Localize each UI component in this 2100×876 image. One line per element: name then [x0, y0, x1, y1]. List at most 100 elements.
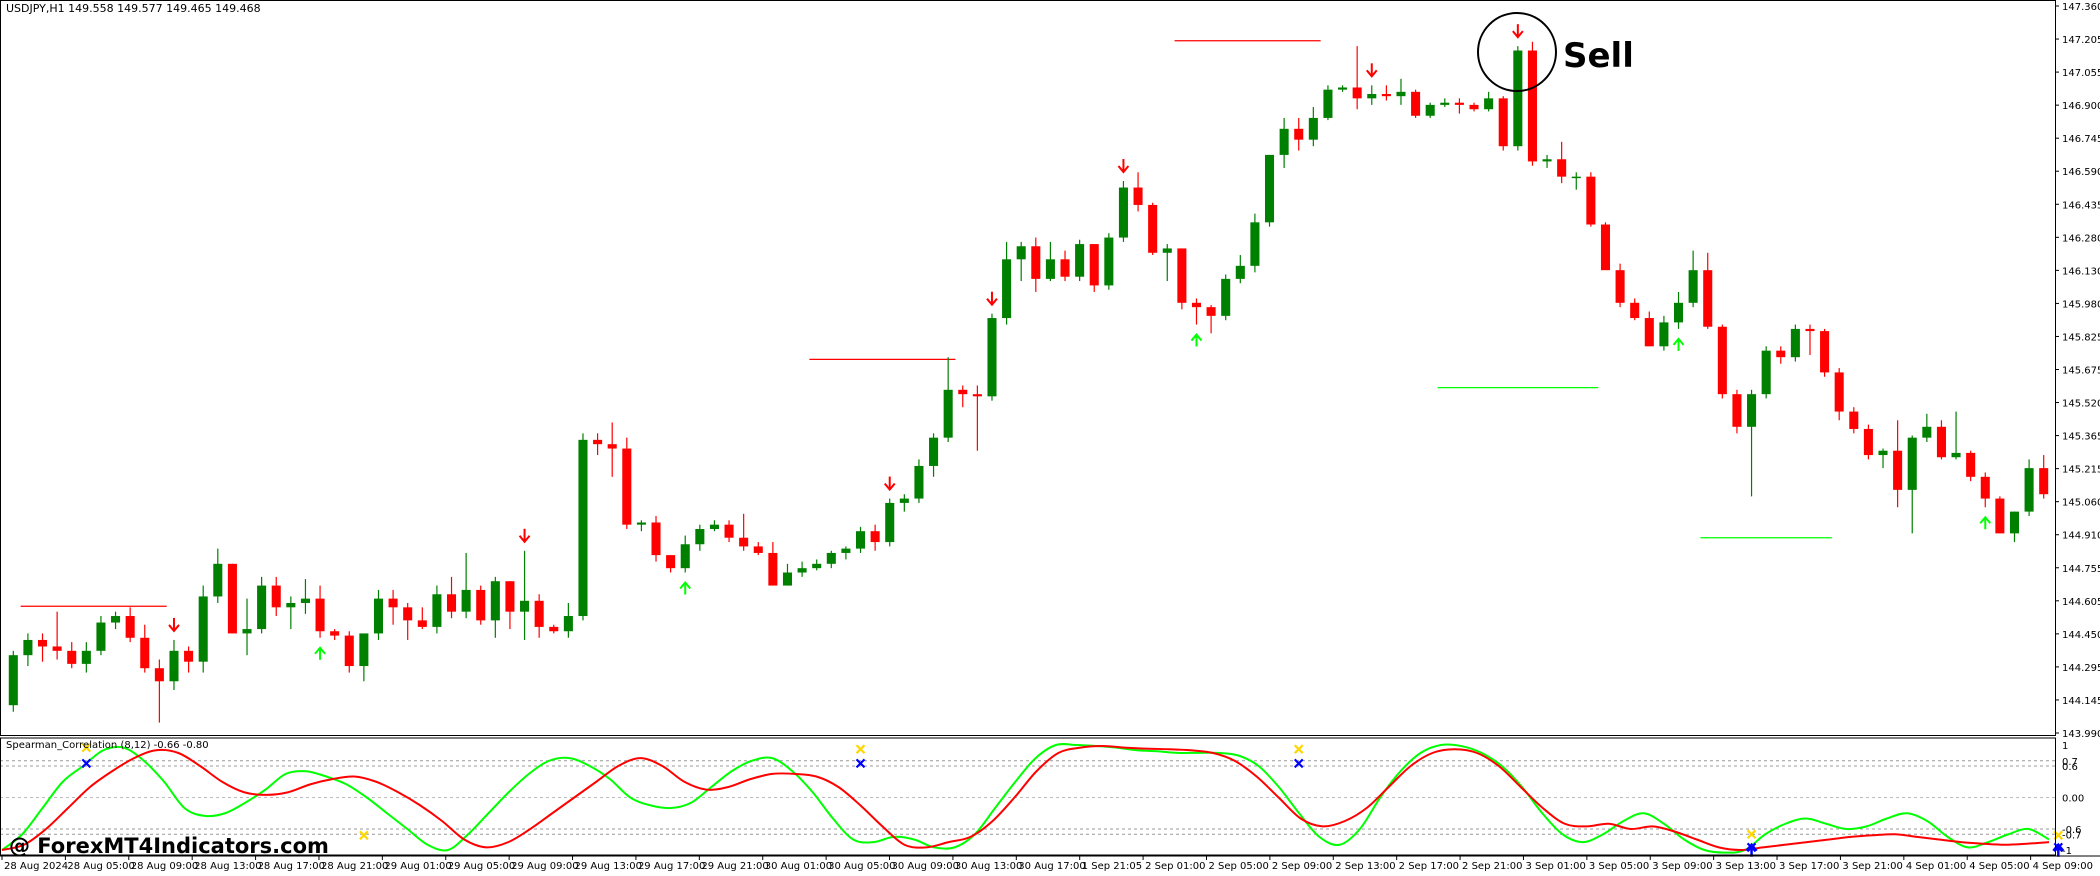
candle-body — [23, 639, 33, 656]
candle-body — [1338, 87, 1348, 90]
candle-body — [257, 585, 267, 630]
sell-arrow-head-icon — [518, 535, 531, 544]
candle-body — [1790, 328, 1800, 358]
yellow-cross-icon — [1293, 744, 1304, 754]
candle-body — [432, 594, 442, 627]
price-tick-label: 145.215 — [2062, 465, 2100, 476]
candle-body — [870, 531, 880, 543]
time-tick-label: 29 Aug 17:00 — [638, 861, 705, 872]
sell-arrow-head-icon — [168, 624, 180, 633]
price-tick-label: 145.060 — [2062, 498, 2100, 509]
time-tick-label: 30 Aug 01:00 — [765, 861, 832, 872]
candle-body — [1849, 411, 1859, 429]
candle-body — [1002, 259, 1012, 319]
candle-body — [1264, 154, 1275, 223]
candle-body — [1425, 104, 1435, 116]
time-tick-label: 30 Aug 09:00 — [892, 861, 959, 872]
candle-body — [1527, 50, 1537, 162]
time-tick-label: 28 Aug 05:00 — [67, 861, 134, 872]
candle-body — [1834, 372, 1844, 412]
indicator-tick-label: -1 — [2062, 846, 2072, 857]
buy-arrow-head-icon — [1979, 515, 1992, 524]
candle-body — [1104, 237, 1114, 286]
time-tick-label: 28 Aug 13:00 — [194, 861, 261, 872]
time-tick-label: 3 Sep 17:00 — [1779, 861, 1839, 872]
time-tick-label: 29 Aug 09:00 — [511, 861, 578, 872]
time-tick-label: 2 Sep 13:00 — [1335, 861, 1395, 872]
candle-body — [929, 437, 939, 466]
candle-body — [476, 589, 486, 621]
time-tick-label: 3 Sep 09:00 — [1652, 861, 1712, 872]
candle-body — [987, 318, 997, 397]
candle-body — [1557, 159, 1567, 177]
candle-body — [2024, 468, 2034, 512]
candle-body — [1367, 94, 1377, 99]
price-tick-label: 144.295 — [2062, 663, 2100, 674]
candle-body — [213, 563, 223, 597]
candle-body — [81, 650, 91, 664]
candle-body — [1118, 187, 1128, 238]
time-tick-label: 28 Aug 2024 — [4, 861, 68, 872]
watermark: @ ForexMT4Indicators.com — [9, 834, 329, 858]
candle-body — [1016, 246, 1026, 260]
candle-body — [1323, 89, 1333, 118]
candle-body — [373, 598, 384, 634]
candle-body — [1294, 128, 1304, 140]
time-tick-label: 4 Sep 01:00 — [1906, 861, 1966, 872]
candle-body — [607, 444, 617, 449]
main-frame — [0, 0, 2056, 736]
price-tick-label: 146.745 — [2062, 134, 2100, 145]
price-tick-label: 145.520 — [2062, 399, 2100, 410]
candle-body — [1586, 176, 1596, 225]
indicator-tick-label: -0.6 — [2062, 825, 2082, 836]
candle-body — [1951, 452, 1961, 458]
candle-body — [315, 598, 325, 632]
candle-body — [111, 616, 121, 623]
sell-arrow-head-icon — [1512, 30, 1524, 39]
time-tick-label: 3 Sep 01:00 — [1525, 861, 1585, 872]
candle-body — [724, 524, 734, 538]
candle-body — [505, 581, 515, 612]
price-tick-label: 146.435 — [2062, 200, 2100, 211]
time-tick-label: 4 Sep 09:00 — [2033, 861, 2093, 872]
candle-body — [636, 522, 646, 525]
candle-body — [154, 668, 164, 682]
price-tick-label: 143.990 — [2062, 729, 2100, 740]
sell-arrow-head-icon — [1117, 165, 1130, 174]
price-tick-label: 145.980 — [2062, 299, 2100, 310]
time-tick-label: 3 Sep 21:00 — [1842, 861, 1902, 872]
candle-body — [184, 650, 194, 662]
candle-body — [1440, 102, 1450, 105]
yellow-cross-icon — [81, 742, 92, 753]
candle-body — [1644, 318, 1654, 347]
price-tick-label: 147.055 — [2062, 68, 2100, 79]
candle-body — [125, 616, 135, 638]
candle-body — [534, 600, 544, 627]
time-tick-label: 29 Aug 21:00 — [701, 861, 768, 872]
time-tick-label: 28 Aug 17:00 — [258, 861, 325, 872]
candle-body — [578, 439, 588, 617]
candle-body — [1308, 117, 1318, 140]
time-tick-label: 29 Aug 01:00 — [384, 861, 451, 872]
price-tick-label: 145.365 — [2062, 432, 2100, 443]
candle-body — [1863, 428, 1873, 456]
candle-body — [651, 522, 661, 556]
time-tick-label: 2 Sep 09:00 — [1272, 861, 1332, 872]
candle-body — [1805, 328, 1815, 332]
candle-body — [1630, 302, 1640, 319]
time-tick-label: 2 Sep 17:00 — [1399, 861, 1459, 872]
sell-arrow-head-icon — [1366, 69, 1378, 78]
spearman-fast-line — [1, 742, 2050, 854]
candle-body — [563, 616, 573, 632]
candle-body — [826, 552, 836, 564]
price-tick-label: 144.450 — [2062, 630, 2100, 641]
candle-body — [1352, 87, 1362, 99]
candle-body — [1148, 204, 1158, 253]
candle-body — [344, 635, 354, 667]
candle-body — [1673, 302, 1684, 323]
time-tick-label: 2 Sep 21:00 — [1462, 861, 1522, 872]
candle-body — [1600, 224, 1611, 271]
blue-up-arrow-head-icon — [1745, 842, 1758, 852]
